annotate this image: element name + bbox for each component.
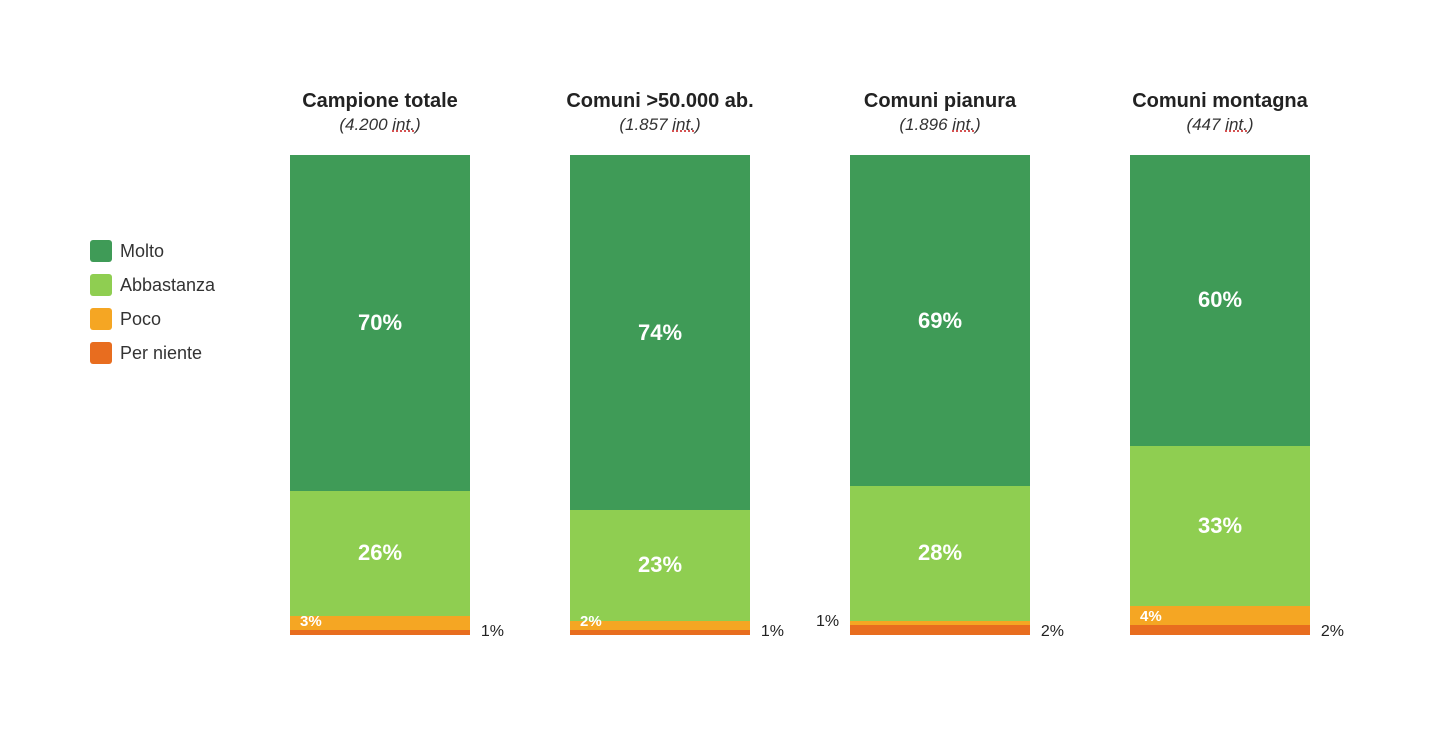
segment-value-label: 3%: [300, 613, 322, 630]
legend-swatch: [90, 274, 112, 296]
segment-value-label: 33%: [1198, 513, 1242, 539]
segment-value-label: 28%: [918, 540, 962, 566]
legend-swatch: [90, 240, 112, 262]
bar-segment-abbastanza: 28%: [850, 486, 1030, 620]
column-title: Comuni >50.000 ab.: [566, 90, 753, 113]
bar-segment-poco: 3%: [290, 616, 470, 630]
legend-label: Molto: [120, 241, 164, 262]
legend-swatch: [90, 342, 112, 364]
legend-item: Poco: [90, 308, 250, 330]
segment-value-label: 1%: [816, 613, 839, 631]
segment-value-label: 69%: [918, 308, 962, 334]
segment-value-label: 1%: [761, 623, 784, 641]
stacked-bar-chart: Molto Abbastanza Poco Per niente Campione t…: [90, 90, 1350, 690]
column-subtitle: (1.857 int.): [619, 115, 700, 135]
column-subtitle: (447 int.): [1186, 115, 1253, 135]
column-title: Campione totale: [302, 90, 458, 113]
segment-value-label: 2%: [580, 613, 602, 630]
legend-label: Poco: [120, 309, 161, 330]
legend-item: Per niente: [90, 342, 250, 364]
column-title: Comuni montagna: [1132, 90, 1308, 113]
legend-swatch: [90, 308, 112, 330]
segment-value-label: 23%: [638, 552, 682, 578]
bar-column: Comuni montagna(447 int.) 60% 33% 4%2%: [1095, 90, 1345, 635]
bar-stack: 74% 23% 2%1%: [570, 155, 750, 635]
segment-value-label: 2%: [1321, 623, 1344, 641]
bar-segment-abbastanza: 23%: [570, 510, 750, 620]
legend-item: Abbastanza: [90, 274, 250, 296]
bar-column: Comuni >50.000 ab.(1.857 int.) 74% 23% 2%1%: [535, 90, 785, 635]
column-title: Comuni pianura: [864, 90, 1016, 113]
legend: Molto Abbastanza Poco Per niente: [90, 240, 250, 364]
bar-stack: 60% 33% 4%2%: [1130, 155, 1310, 635]
bar-column: Campione totale(4.200 int.) 70% 26% 3%1%: [255, 90, 505, 635]
bar-segment-abbastanza: 26%: [290, 491, 470, 616]
bar-stack: 70% 26% 3%1%: [290, 155, 470, 635]
legend-item: Molto: [90, 240, 250, 262]
bar-stack: 69%28%1%2%: [850, 155, 1030, 635]
legend-label: Abbastanza: [120, 275, 215, 296]
bar-segment-perniente: 1%: [570, 630, 750, 635]
bar-column: Comuni pianura(1.896 int.) 69% 28% 1% 2%: [815, 90, 1065, 635]
segment-value-label: 70%: [358, 310, 402, 336]
bar-segment-molto: 69%: [850, 155, 1030, 486]
bar-segment-poco: 4%: [1130, 606, 1310, 625]
segment-value-label: 74%: [638, 320, 682, 346]
column-subtitle: (4.200 int.): [339, 115, 420, 135]
bar-segment-perniente: 2%: [1130, 625, 1310, 635]
segment-value-label: 26%: [358, 540, 402, 566]
bars-area: Campione totale(4.200 int.)70%26%3%1%Com…: [250, 90, 1350, 635]
bar-segment-perniente: 1%: [290, 630, 470, 635]
bar-segment-poco: 2%: [570, 621, 750, 631]
column-subtitle: (1.896 int.): [899, 115, 980, 135]
segment-value-label: 1%: [481, 623, 504, 641]
bar-segment-molto: 74%: [570, 155, 750, 510]
legend-label: Per niente: [120, 343, 202, 364]
segment-value-label: 60%: [1198, 287, 1242, 313]
segment-value-label: 4%: [1140, 608, 1162, 625]
bar-segment-molto: 60%: [1130, 155, 1310, 446]
bar-segment-perniente: 2%: [850, 625, 1030, 635]
bar-segment-abbastanza: 33%: [1130, 446, 1310, 606]
segment-value-label: 2%: [1041, 623, 1064, 641]
bar-segment-molto: 70%: [290, 155, 470, 491]
